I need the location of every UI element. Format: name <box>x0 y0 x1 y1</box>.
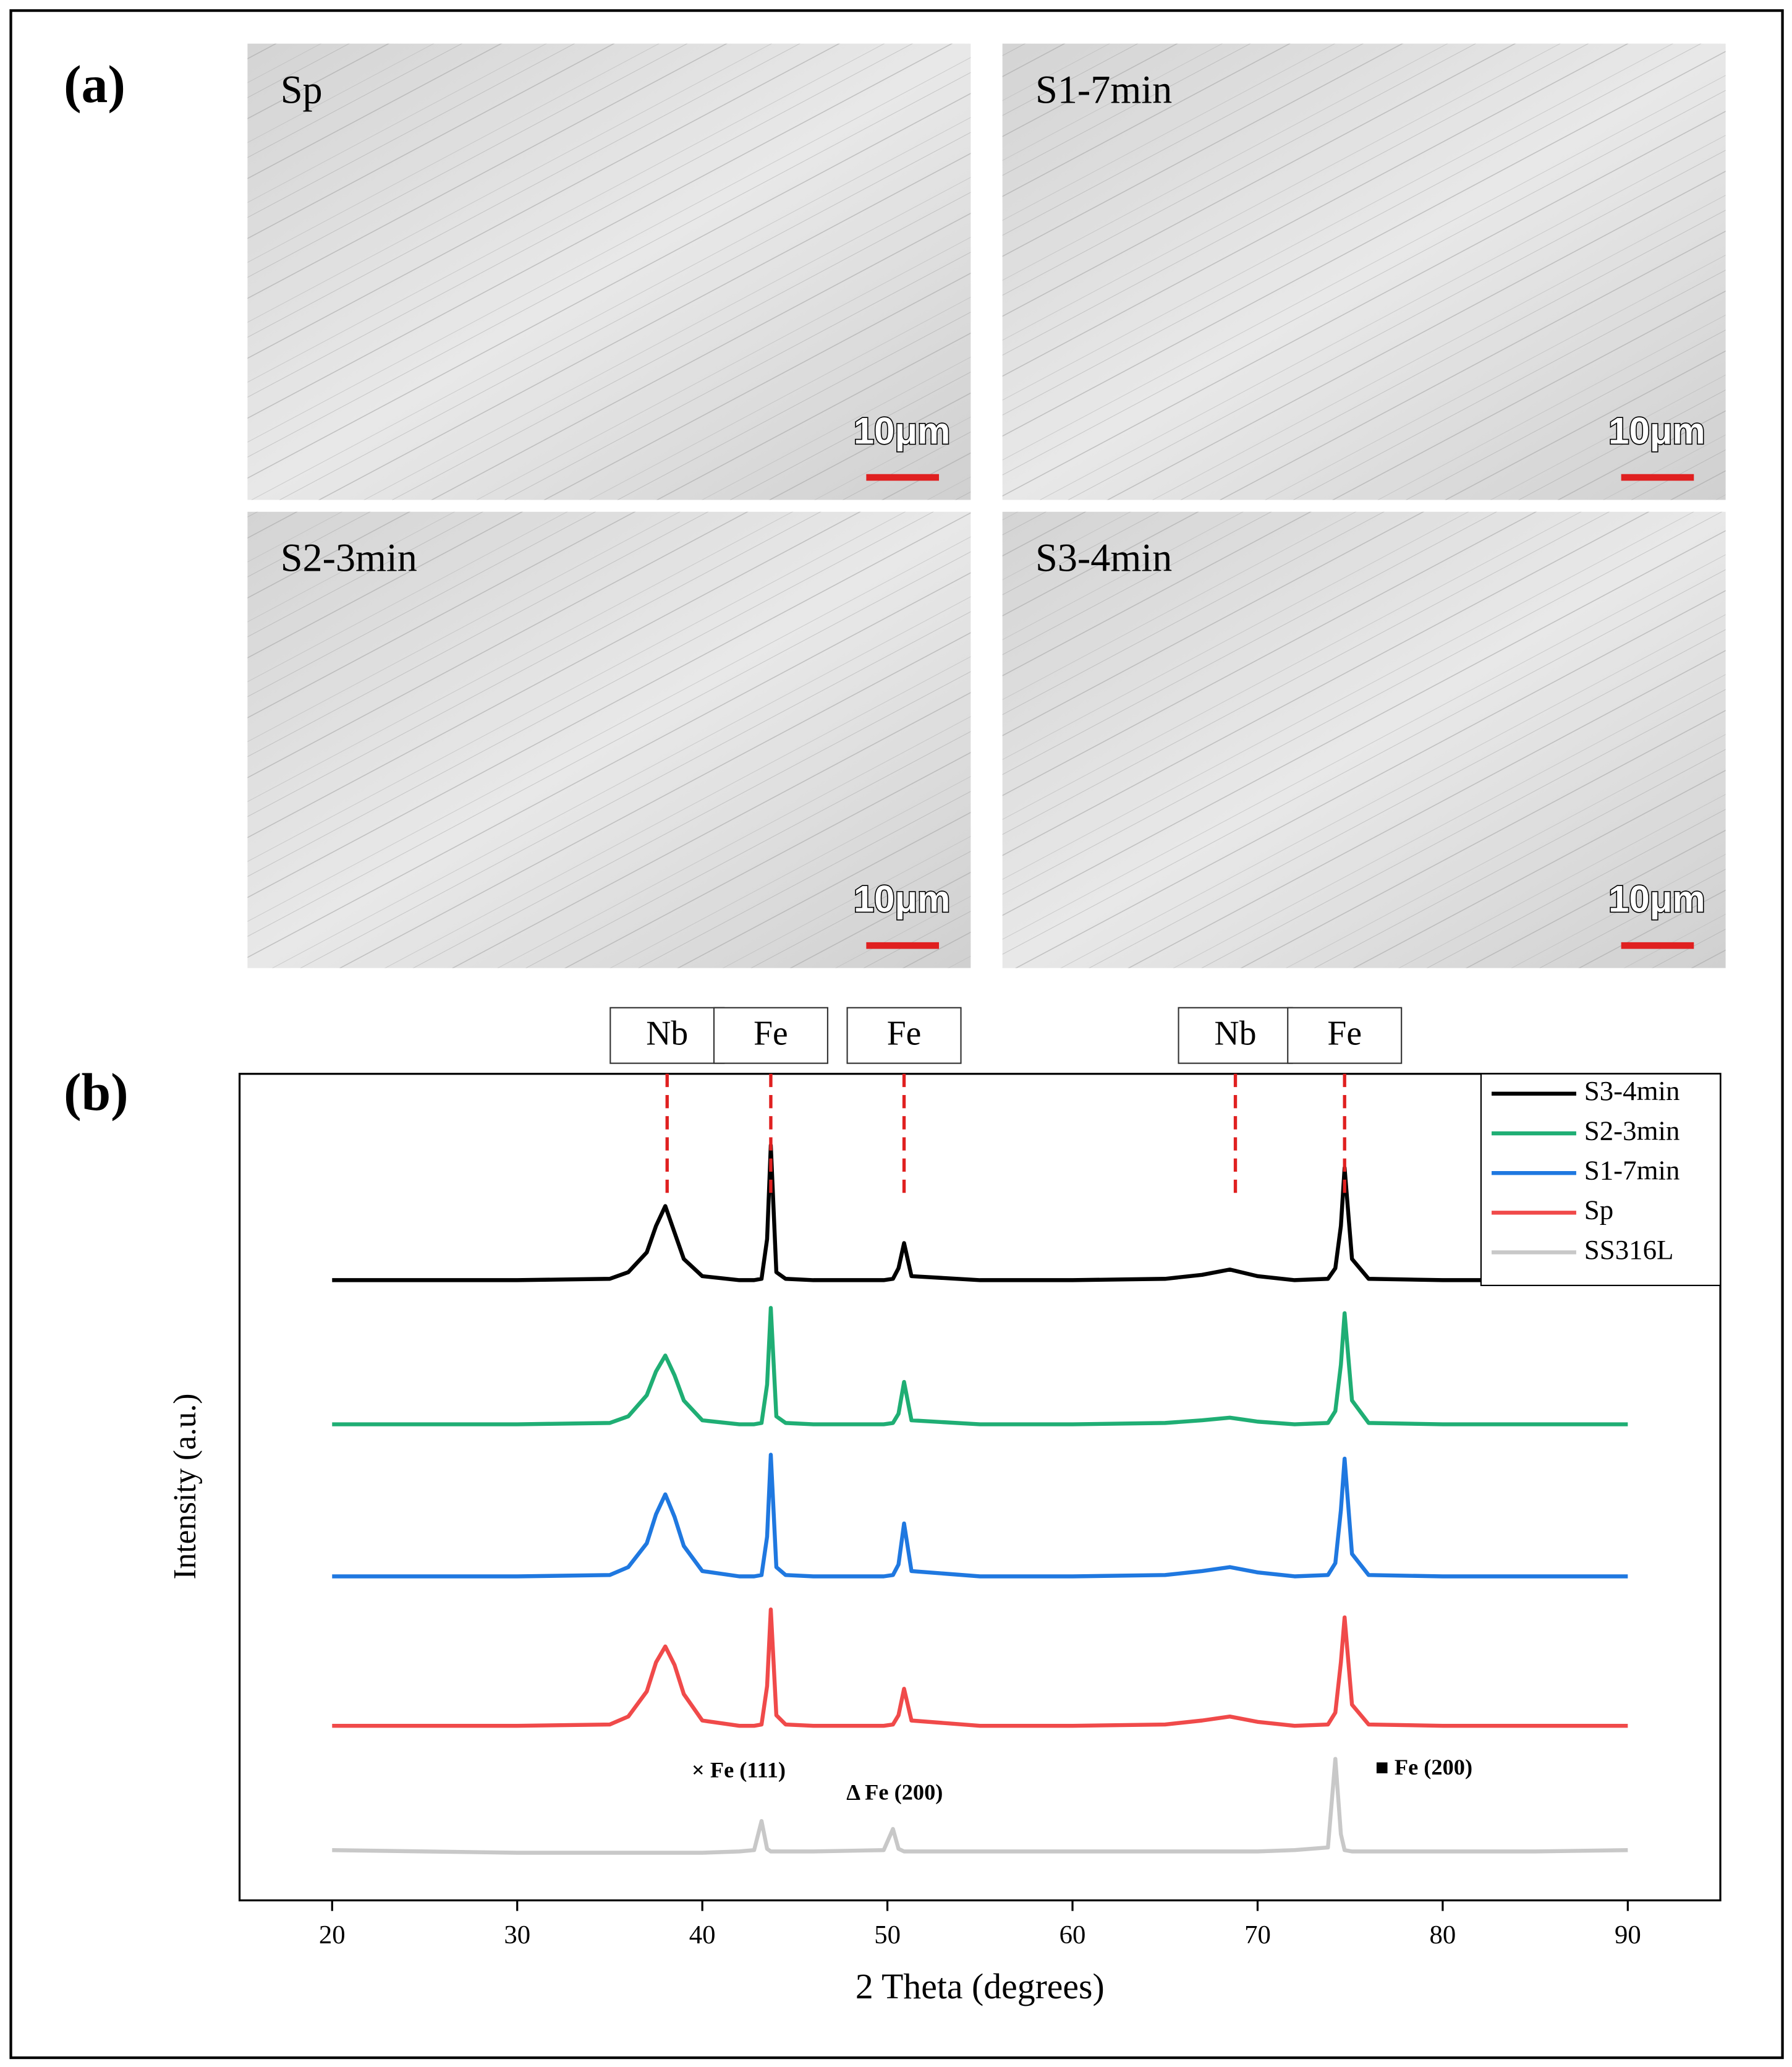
reference-box <box>609 1007 725 1064</box>
x-tick-label: 30 <box>504 1920 530 1950</box>
scale-label: 10μm <box>854 410 950 451</box>
x-tick-label: 90 <box>1615 1920 1641 1950</box>
image-title: S2-3min <box>281 536 417 580</box>
x-tick-label: 40 <box>689 1920 716 1950</box>
annotation: ■ Fe (200) <box>1375 1755 1472 1779</box>
image-title: S1-7min <box>1035 68 1172 112</box>
scale-label: 10μm <box>1608 410 1705 451</box>
reference-box <box>1287 1007 1403 1064</box>
annotation: × Fe (111) <box>692 1757 786 1782</box>
micrograph-texture <box>1002 43 1726 500</box>
panel-label: (b) <box>64 1063 129 1122</box>
x-tick-label: 60 <box>1059 1920 1086 1950</box>
reference-label: Nb <box>646 1015 688 1053</box>
series-line <box>332 1757 1628 1855</box>
legend-label: S1-7min <box>1584 1154 1680 1185</box>
x-tick-label: 70 <box>1244 1920 1271 1950</box>
series-line <box>332 1306 1628 1426</box>
legend-label: Sp <box>1584 1195 1613 1225</box>
panel-label: (a) <box>64 55 125 114</box>
scale-label: 10μm <box>854 878 950 919</box>
reference-label: Nb <box>1215 1015 1257 1053</box>
reference-label: Fe <box>1327 1015 1362 1053</box>
legend-box <box>1480 1073 1722 1287</box>
legend-label: SS316L <box>1584 1234 1674 1265</box>
series-line <box>332 1607 1628 1728</box>
reference-box <box>1178 1007 1293 1064</box>
x-tick-label: 80 <box>1430 1920 1456 1950</box>
micrographs: Sp 10μm S1-7min 10μm S2-3min 10μm S3-4min 10μm <box>247 43 1726 968</box>
legend-label: S2-3min <box>1584 1115 1680 1146</box>
x-tick-label: 50 <box>874 1920 901 1950</box>
micrograph-texture <box>247 511 971 968</box>
reference-label: Fe <box>887 1015 922 1053</box>
micrograph-texture <box>247 43 971 500</box>
reference-label: Fe <box>754 1015 788 1053</box>
series-line <box>332 1452 1628 1579</box>
image-title: Sp <box>281 68 323 112</box>
micrograph-texture <box>1002 511 1726 968</box>
legend-label: S3-4min <box>1584 1075 1680 1106</box>
scale-label: 10μm <box>1608 878 1705 919</box>
reference-box <box>713 1007 828 1064</box>
image-title: S3-4min <box>1035 536 1172 580</box>
annotation: Δ Fe (200) <box>846 1780 943 1805</box>
plot-frame <box>238 1073 1722 1902</box>
series-line <box>332 1143 1628 1282</box>
x-tick-label: 20 <box>319 1920 346 1950</box>
y-axis-label: Intensity (a.u.) <box>168 1394 203 1580</box>
reference-box <box>846 1007 962 1064</box>
x-axis-label: 2 Theta (degrees) <box>856 1967 1105 2006</box>
